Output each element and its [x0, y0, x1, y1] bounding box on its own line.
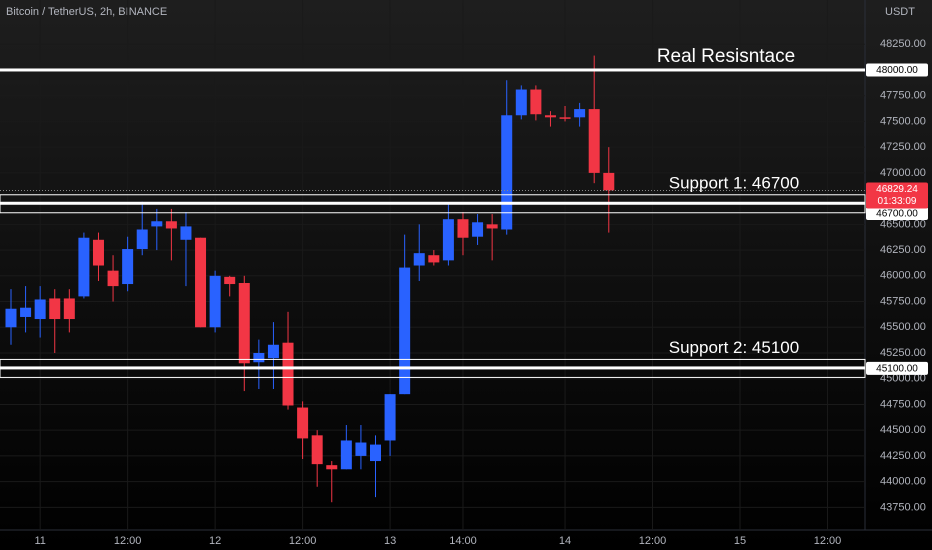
candle-body — [515, 89, 527, 116]
chart-title: Bitcoin / TetherUS, 2h, BINANCE — [6, 6, 167, 18]
candle-body — [457, 219, 469, 238]
candle-body — [253, 352, 265, 363]
candle-body — [5, 308, 17, 328]
candle-body — [428, 255, 440, 263]
x-tick-label: 13 — [384, 535, 396, 547]
annotation-text: Support 2: 45100 — [669, 338, 799, 357]
candle-body — [544, 115, 556, 118]
resistance-line — [0, 68, 865, 72]
candle-body — [559, 117, 571, 119]
candle-body — [326, 465, 338, 470]
candle-body — [267, 344, 279, 359]
price-tag-label: 46700.00 — [876, 209, 918, 220]
candle-body — [49, 298, 61, 320]
candle-body — [486, 224, 498, 229]
candle-body — [297, 407, 309, 439]
support-line — [0, 366, 865, 370]
x-tick-label: 15 — [734, 535, 746, 547]
y-tick-label: 47000.00 — [880, 167, 926, 179]
x-tick-label: 12 — [209, 535, 221, 547]
y-tick-label: 47250.00 — [880, 141, 926, 153]
candle-body — [224, 276, 236, 285]
candle-body — [107, 270, 119, 287]
price-tag — [866, 206, 928, 220]
x-tick-label: 14:00 — [449, 535, 477, 547]
candle-body — [340, 440, 352, 470]
y-tick-label: 43750.00 — [880, 501, 926, 513]
candle-body — [472, 222, 484, 237]
candle-body — [311, 435, 323, 465]
candle-body — [78, 237, 90, 297]
candle-body — [370, 444, 381, 462]
candle-body — [136, 229, 148, 250]
candle-body — [20, 307, 32, 317]
candle-body — [282, 342, 294, 406]
y-tick-label: 47750.00 — [880, 90, 926, 102]
candle-body — [122, 249, 134, 285]
candle-body — [501, 115, 513, 230]
candle-body — [530, 89, 542, 115]
last-price-label: 46829.24 — [876, 184, 918, 195]
y-tick-label: 46000.00 — [880, 270, 926, 282]
price-tag — [866, 63, 928, 77]
price-tag — [866, 361, 928, 375]
y-tick-label: 44500.00 — [880, 424, 926, 436]
y-tick-label: 45750.00 — [880, 295, 926, 307]
candle-body — [180, 226, 192, 240]
x-tick-label: 14 — [559, 535, 571, 547]
price-tag-label: 45100.00 — [876, 364, 918, 375]
y-tick-label: 48250.00 — [880, 38, 926, 50]
y-tick-label: 46250.00 — [880, 244, 926, 256]
candle-body — [151, 221, 163, 227]
candle-body — [384, 394, 396, 441]
y-tick-label: 46500.00 — [880, 218, 926, 230]
support-line — [0, 201, 865, 205]
x-tick-label: 12:00 — [289, 535, 317, 547]
y-tick-label: 44250.00 — [880, 450, 926, 462]
countdown-label: 01:33:09 — [878, 196, 917, 207]
candle-body — [355, 442, 367, 456]
candle-body — [238, 283, 250, 364]
candle-body — [399, 267, 411, 395]
candle-body — [165, 221, 177, 229]
annotation-text: Support 1: 46700 — [669, 173, 799, 192]
y-tick-label: 45250.00 — [880, 347, 926, 359]
candle-body — [92, 239, 104, 266]
last-price-tag — [866, 182, 928, 209]
y-tick-label: 44750.00 — [880, 398, 926, 410]
price-tag-label: 48000.00 — [876, 65, 918, 76]
y-tick-label: 47500.00 — [880, 115, 926, 127]
y-tick-label: 45500.00 — [880, 321, 926, 333]
candle-body — [195, 237, 207, 328]
y-axis-label: USDT — [885, 6, 915, 18]
candle-body — [413, 253, 425, 266]
candle-body — [442, 219, 454, 261]
x-tick-label: 12:00 — [114, 535, 142, 547]
x-tick-label: 12:00 — [814, 535, 842, 547]
y-tick-label: 45000.00 — [880, 373, 926, 385]
candle-body — [63, 298, 75, 320]
x-tick-label: 11 — [34, 535, 45, 547]
candle-body — [603, 172, 615, 191]
annotation-text: Real Resisntace — [657, 46, 795, 67]
candle-body — [34, 299, 46, 320]
candle-body — [588, 109, 600, 173]
x-tick-label: 12:00 — [639, 535, 667, 547]
y-tick-label: 44000.00 — [880, 476, 926, 488]
candle-body — [574, 109, 586, 118]
candle-body — [209, 275, 221, 328]
